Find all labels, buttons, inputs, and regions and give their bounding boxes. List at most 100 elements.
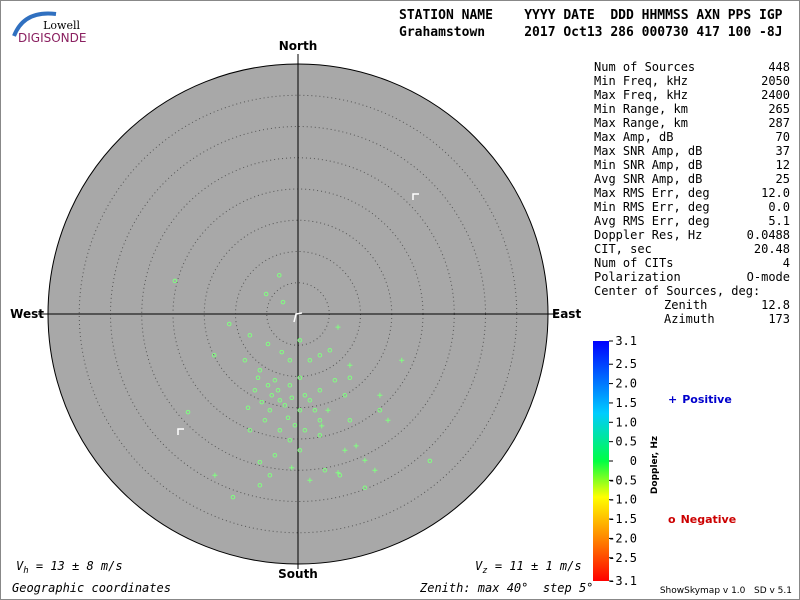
source-circle (257, 367, 263, 373)
source-circle (262, 417, 268, 423)
center-value: 173 (768, 312, 790, 326)
vz-symbol: V (475, 559, 483, 573)
stat-value: 70 (776, 130, 790, 144)
stat-value: 4 (783, 256, 790, 270)
vz-text: = 11 ± 1 m/s (488, 559, 582, 573)
vh-symbol: V (16, 559, 24, 573)
center-label: Zenith (664, 298, 707, 312)
legend-name: Positive (682, 393, 732, 406)
source-plus (307, 477, 313, 483)
stat-value: 12 (776, 158, 790, 172)
stat-value: 25 (776, 172, 790, 186)
stat-label: Max SNR Amp, dB (594, 144, 702, 158)
colorbar-label: -2.5 (608, 551, 637, 565)
source-plus (319, 423, 325, 429)
stat-value: 0.0488 (747, 228, 790, 242)
dir-label: West (10, 307, 44, 321)
source-circle (269, 392, 275, 398)
source-circle (277, 427, 283, 433)
source-circle (307, 397, 313, 403)
stat-value: O-mode (747, 270, 790, 284)
vh-subscript: h (23, 566, 28, 576)
stat-value: 0.0 (768, 200, 790, 214)
stat-label: Max RMS Err, deg (594, 186, 710, 200)
source-circle (322, 467, 328, 473)
stat-value: 287 (768, 116, 790, 130)
center-label: Azimuth (664, 312, 715, 326)
source-circle (267, 407, 273, 413)
stat-value: 20.48 (754, 242, 790, 256)
legend-marker: + (668, 393, 677, 406)
source-circle (257, 482, 263, 488)
colorbar-label: 2.0 (615, 377, 637, 391)
source-circle (259, 399, 265, 405)
legend-marker: o (668, 513, 676, 526)
source-circle (247, 332, 253, 338)
zenith-info: Zenith: max 40° step 5° (419, 581, 593, 595)
stat-label: Doppler Res, Hz (594, 228, 702, 242)
source-circle (377, 407, 383, 413)
header-values: Grahamstown 2017 Oct13 286 000730 417 10… (399, 25, 783, 40)
colorbar-label: -1.5 (608, 512, 637, 526)
dir-label: East (552, 307, 581, 321)
colorbar-label: 1.5 (615, 396, 637, 410)
colorbar (593, 341, 609, 581)
source-circle (265, 341, 271, 347)
source-circle (265, 382, 271, 388)
colorbar-label: 0 (630, 454, 637, 468)
source-circle (287, 357, 293, 363)
stat-value: 37 (776, 144, 790, 158)
logo-bottom: DIGISONDE (18, 31, 86, 45)
source-circle (172, 278, 178, 284)
colorbar-label: 1.0 (615, 415, 637, 429)
vz-subscript: z (482, 566, 487, 576)
marker (412, 193, 419, 200)
source-plus (353, 443, 359, 449)
source-plus (385, 417, 391, 423)
source-circle (317, 387, 323, 393)
header-labels: STATION NAME YYYY DATE DDD HHMMSS AXN PP… (399, 8, 783, 23)
dir-label: North (279, 39, 317, 53)
stat-label: Min RMS Err, deg (594, 200, 710, 214)
source-circle (255, 375, 261, 381)
source-circle (307, 357, 313, 363)
center-value: 12.8 (761, 298, 790, 312)
stat-label: Avg RMS Err, deg (594, 214, 710, 228)
source-plus (347, 362, 353, 368)
source-circle (287, 437, 293, 443)
stat-label: Max Freq, kHz (594, 88, 688, 102)
source-circle (280, 299, 286, 305)
source-circle (302, 427, 308, 433)
source-circle (245, 405, 251, 411)
logo-swoosh (12, 11, 57, 37)
source-circle (287, 382, 293, 388)
source-circle (211, 352, 217, 358)
vh: Vh = 13 ± 8 m/s (16, 559, 123, 576)
source-circle (289, 395, 295, 401)
vh-text: = 13 ± 8 m/s (29, 559, 123, 573)
stat-label: Max Range, km (594, 116, 688, 130)
stat-value: 12.0 (761, 186, 790, 200)
source-circle (297, 337, 303, 343)
source-circle (347, 417, 353, 423)
colorbar-label: -2.0 (608, 531, 637, 545)
source-circle (242, 357, 248, 363)
stat-value: 2400 (761, 88, 790, 102)
coordinates: Geographic coordinates (12, 581, 171, 595)
stat-label: Min Range, km (594, 102, 688, 116)
source-circle (302, 392, 308, 398)
source-circle (226, 321, 232, 327)
colorbar-label: -1.0 (608, 493, 637, 507)
source-circle (327, 347, 333, 353)
colorbar-label: -0.5 (608, 473, 637, 487)
version: ShowSkymap v 1.0 SD v 5.1 (660, 586, 792, 596)
stat-value: 265 (768, 102, 790, 116)
source-circle (332, 377, 338, 383)
stat-label: Polarization (594, 270, 681, 284)
source-circle (267, 472, 273, 478)
colorbar-label: 2.5 (615, 357, 637, 371)
marker (177, 428, 184, 435)
source-circle (317, 417, 323, 423)
source-plus (362, 457, 368, 463)
source-plus (372, 467, 378, 473)
